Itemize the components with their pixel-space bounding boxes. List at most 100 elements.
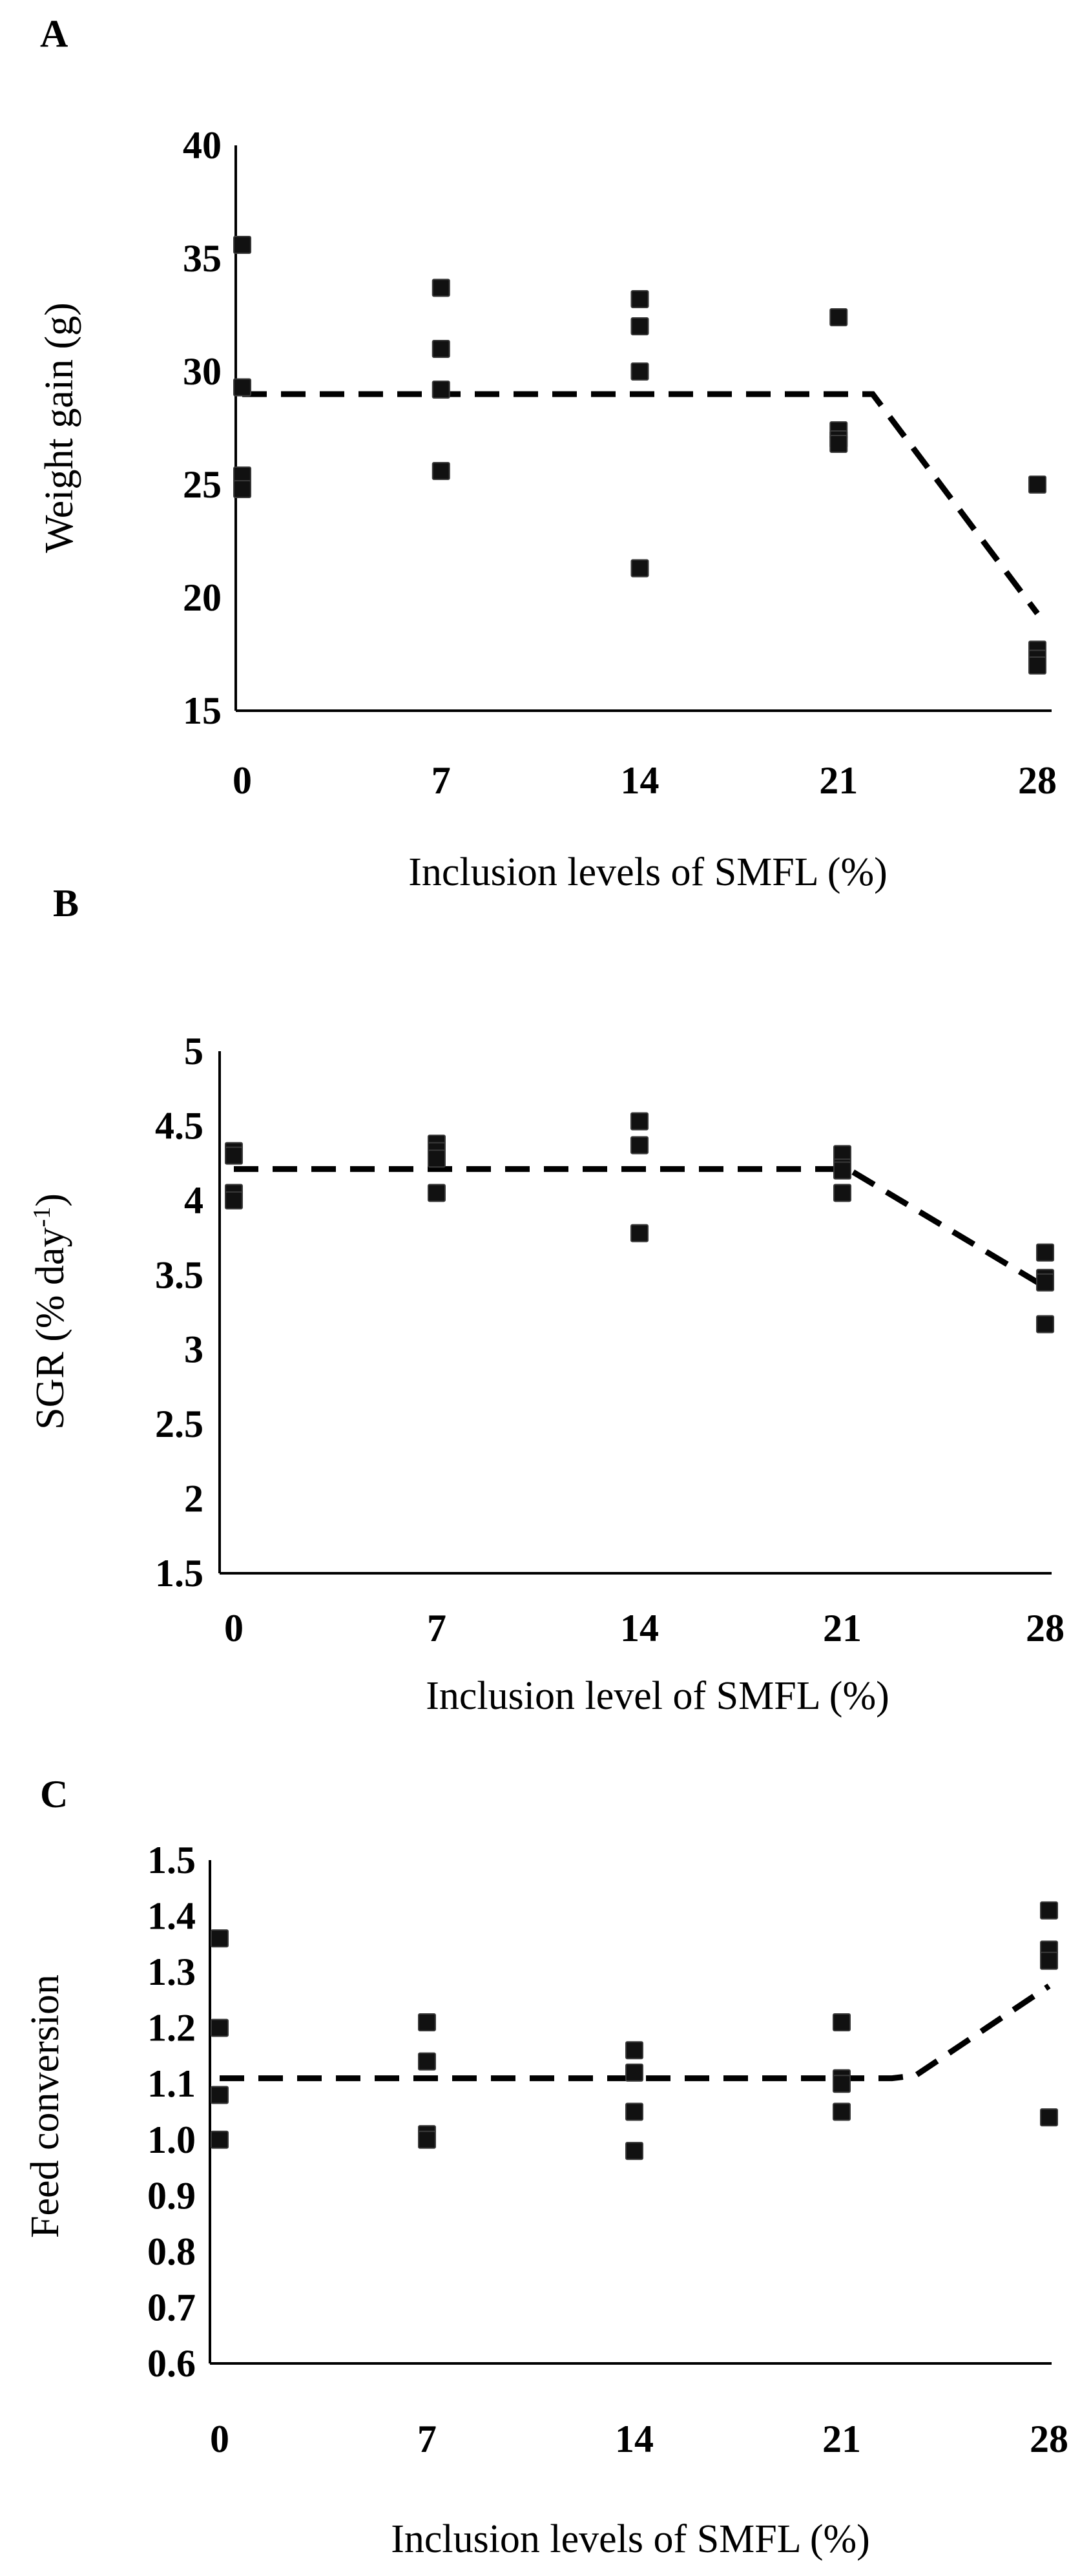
y-tick-label: 1.3	[147, 1951, 196, 1993]
data-point	[630, 290, 649, 308]
data-point	[418, 2013, 436, 2032]
panel-label-a: A	[40, 12, 68, 55]
x-tick-label: 28	[1030, 2418, 1068, 2460]
y-tick-label: 0.8	[147, 2230, 196, 2273]
data-point	[233, 378, 251, 397]
data-points	[225, 1112, 1054, 1334]
data-point	[1040, 2108, 1058, 2127]
y-tick-label: 4.5	[155, 1104, 203, 1147]
data-point	[630, 559, 649, 578]
data-points	[233, 236, 1046, 675]
data-point	[1036, 1273, 1054, 1292]
x-tick-label: 0	[233, 759, 252, 802]
trendline	[242, 391, 1040, 616]
data-point	[431, 462, 450, 480]
data-point	[630, 1112, 649, 1131]
y-axis-title: SGR (% day-1)	[28, 1193, 72, 1430]
data-point	[1040, 1901, 1058, 1920]
data-point	[428, 1184, 446, 1202]
panel-label-b: B	[53, 882, 79, 925]
y-tick-label: 1.1	[147, 2062, 196, 2105]
x-tick-label: 28	[1026, 1607, 1065, 1649]
x-tick-labels: 0 7 14 21 28	[233, 759, 1057, 802]
trendline	[234, 1166, 1047, 1290]
x-axis-title: Inclusion level of SMFL (%)	[426, 1674, 889, 1718]
y-tick-label: 35	[183, 237, 222, 280]
data-point	[630, 362, 649, 381]
data-point	[431, 381, 450, 399]
x-tick-label: 14	[620, 1607, 659, 1649]
x-tick-label: 21	[819, 759, 858, 802]
y-axis-title: Weight gain (g)	[37, 302, 81, 553]
data-point	[211, 2130, 229, 2149]
y-tick-label: 3	[184, 1328, 203, 1371]
data-point	[225, 1146, 243, 1165]
y-tick-label: 0.9	[147, 2174, 196, 2217]
x-tick-label: 14	[621, 759, 660, 802]
x-tick-label: 21	[823, 1607, 862, 1649]
y-tick-label: 20	[183, 576, 222, 619]
data-point	[833, 2013, 851, 2032]
panel-c-feed-conversion: C 0.6 0.7 0.8 0.9 1.0 1.1 1.2 1.3 1.4 1.5 0 7 14 21 2…	[23, 1773, 1068, 2561]
y-tick-label: 30	[183, 350, 222, 393]
x-axis-title: Inclusion levels of SMFL (%)	[408, 850, 888, 894]
data-point	[630, 317, 649, 335]
x-tick-label: 28	[1018, 759, 1057, 802]
x-tick-label: 21	[822, 2418, 861, 2460]
data-point	[833, 1184, 851, 1202]
y-axis-title: Feed conversion	[23, 1974, 67, 2238]
data-point	[630, 1136, 649, 1155]
y-tick-label: 3.5	[155, 1253, 203, 1296]
data-point	[233, 236, 251, 254]
data-point	[233, 480, 251, 498]
x-tick-labels: 0 7 14 21 28	[210, 2418, 1068, 2460]
x-tick-label: 7	[431, 759, 451, 802]
data-point	[211, 1929, 229, 1948]
data-point	[625, 2102, 643, 2121]
x-tick-label: 0	[224, 1607, 244, 1649]
trendline	[220, 1984, 1051, 2082]
y-tick-label: 1.4	[147, 1895, 196, 1938]
y-tick-label: 25	[183, 463, 222, 506]
y-tick-label: 15	[183, 689, 222, 732]
data-point	[418, 2052, 436, 2071]
data-point	[833, 2075, 851, 2093]
data-point	[829, 308, 848, 326]
x-axis-title: Inclusion levels of SMFL (%)	[391, 2517, 870, 2561]
data-points	[211, 1901, 1058, 2161]
data-point	[625, 2041, 643, 2060]
data-point	[625, 2063, 643, 2082]
data-point	[1036, 1315, 1054, 1334]
x-tick-label: 0	[210, 2418, 229, 2460]
y-tick-label: 1.5	[155, 1552, 203, 1595]
y-tick-label: 40	[183, 124, 222, 167]
data-point	[428, 1149, 446, 1168]
y-tick-labels: 15 20 25 30 35 40	[183, 124, 222, 732]
y-tick-labels: 0.6 0.7 0.8 0.9 1.0 1.1 1.2 1.3 1.4 1.5	[147, 1839, 196, 2385]
data-point	[418, 2130, 436, 2149]
y-tick-label: 2	[184, 1478, 203, 1520]
data-point	[211, 2018, 229, 2037]
data-point	[833, 2102, 851, 2121]
data-point	[431, 278, 450, 297]
data-point	[833, 1161, 851, 1180]
x-tick-labels: 0 7 14 21 28	[224, 1607, 1065, 1649]
data-point	[431, 340, 450, 358]
x-tick-label: 14	[615, 2418, 654, 2460]
data-point	[211, 2086, 229, 2104]
data-point	[1028, 656, 1046, 675]
y-tick-label: 4	[184, 1179, 203, 1222]
y-tick-label: 5	[184, 1030, 203, 1073]
x-tick-label: 7	[427, 1607, 446, 1649]
data-point	[225, 1191, 243, 1209]
x-tick-label: 7	[417, 2418, 437, 2460]
y-tick-label: 1.2	[147, 2007, 196, 2049]
data-point	[630, 1224, 649, 1242]
data-point	[829, 435, 848, 453]
data-point	[625, 2142, 643, 2161]
y-tick-labels: 1.5 2 2.5 3 3.5 4 4.5 5	[155, 1030, 203, 1595]
data-point	[1040, 1951, 1058, 1970]
y-tick-label: 0.7	[147, 2286, 196, 2329]
